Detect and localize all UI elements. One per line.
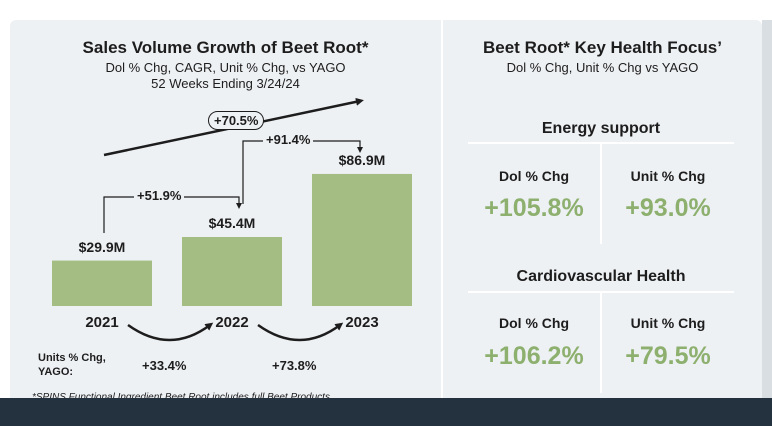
- section-energy-support-rule: [468, 142, 734, 144]
- units-curve-arrow-1: [127, 322, 214, 342]
- units-label-line2: YAGO:: [38, 366, 74, 378]
- chart-subtitle: Dol % Chg, CAGR, Unit % Chg, vs YAGO: [105, 60, 346, 75]
- bar-2022: [182, 236, 282, 306]
- health-focus-subtitle: Dol % Chg, Unit % Chg vs YAGO: [506, 60, 699, 75]
- energy-dol-value: +105.8%: [484, 194, 584, 222]
- chart-title: Sales Volume Growth of Beet Root*: [82, 38, 369, 57]
- section-energy-support-title: Energy support: [541, 120, 661, 137]
- bar-value-label-2023: $86.9M: [338, 151, 386, 168]
- units-chg-2022-2023: +73.8%: [272, 358, 317, 373]
- energy-unit-value: +93.0%: [625, 194, 711, 222]
- category-label-2022: 2022: [215, 314, 249, 331]
- cardio-dol-value: +106.2%: [484, 342, 584, 370]
- cardio-dol-label: Dol % Chg: [499, 315, 569, 331]
- bar-value-label-2021: $29.9M: [78, 238, 126, 255]
- chart-svg: [52, 97, 412, 342]
- footer-bar: [0, 398, 772, 426]
- units-chg-2021-2022: +33.4%: [142, 358, 187, 373]
- page-edge: [762, 20, 772, 398]
- section-cardiovascular-title: Cardiovascular Health: [516, 268, 686, 285]
- section-cardiovascular-rule: [468, 291, 734, 293]
- panel-divider: [441, 20, 443, 414]
- section-energy-support-col-divider: [600, 144, 602, 244]
- section-cardiovascular-col-divider: [600, 293, 602, 393]
- dollar-growth-2021-2022: +51.9%: [134, 188, 185, 203]
- units-curve-arrow-2: [257, 322, 344, 342]
- energy-dol-label: Dol % Chg: [499, 168, 569, 184]
- category-label-2021: 2021: [85, 314, 119, 331]
- dollar-growth-2022-2023: +91.4%: [263, 132, 314, 147]
- units-label-line1: Units % Chg,: [38, 352, 106, 364]
- chart-period: 52 Weeks Ending 3/24/24: [151, 76, 300, 91]
- cardio-unit-label: Unit % Chg: [630, 315, 706, 331]
- units-label: Units % Chg, YAGO:: [38, 351, 106, 379]
- footnote: *SPINS Functional Ingredient Beet Root i…: [32, 392, 330, 403]
- infographic-card: Sales Volume Growth of Beet Root* Dol % …: [10, 20, 762, 414]
- bar-2023: [312, 173, 412, 306]
- energy-unit-label: Unit % Chg: [630, 168, 706, 184]
- category-label-2023: 2023: [345, 314, 379, 331]
- cagr-badge: +70.5%: [208, 111, 265, 130]
- bar-2021: [52, 260, 152, 306]
- health-focus-title: Beet Root* Key Health Focus’: [483, 38, 722, 57]
- cardio-unit-value: +79.5%: [625, 342, 711, 370]
- bar-value-label-2022: $45.4M: [208, 214, 256, 231]
